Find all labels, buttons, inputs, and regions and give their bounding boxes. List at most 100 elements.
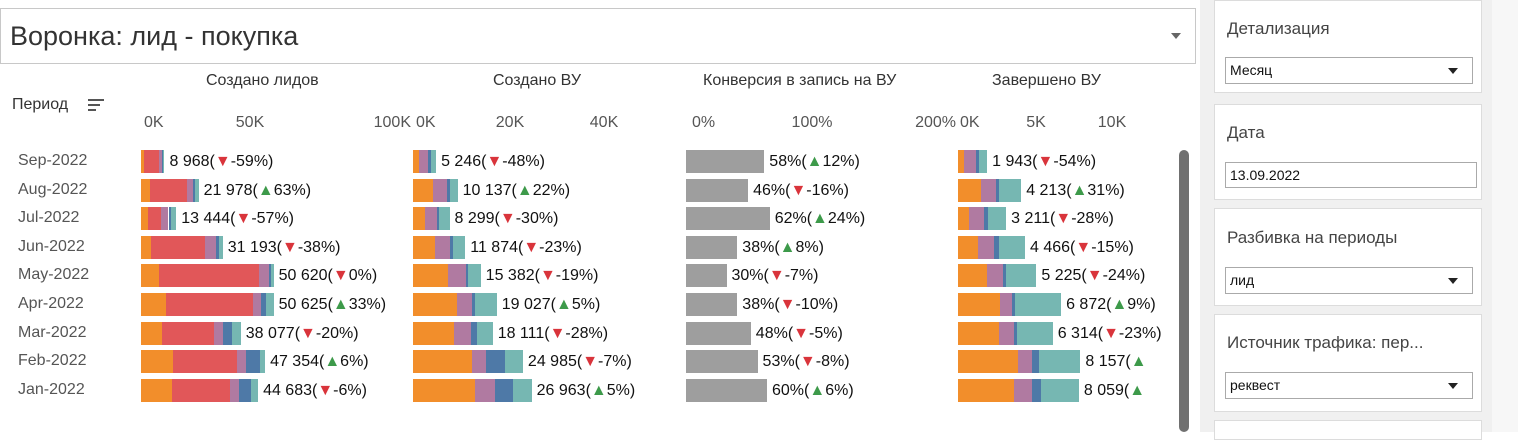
bar-segment[interactable] — [251, 378, 259, 402]
bar-segment[interactable] — [453, 321, 471, 345]
bar-segment[interactable] — [983, 207, 988, 231]
bar-segment[interactable] — [141, 207, 148, 231]
bar-segment[interactable] — [1013, 378, 1032, 402]
bar-segment[interactable] — [413, 235, 435, 259]
bar-segment[interactable] — [450, 235, 453, 259]
bar-segment[interactable] — [686, 350, 758, 374]
bar-segment[interactable] — [260, 293, 267, 316]
bar-segment[interactable] — [1015, 293, 1062, 316]
bar-segment[interactable] — [173, 350, 238, 374]
bar-segment[interactable] — [141, 235, 152, 259]
bar-segment[interactable] — [998, 235, 1025, 259]
bar-segment[interactable] — [495, 378, 513, 402]
bar-segment[interactable] — [161, 150, 163, 173]
bar-segment[interactable] — [452, 235, 466, 259]
bar-segment[interactable] — [239, 378, 252, 402]
bar-segment[interactable] — [994, 235, 999, 259]
bar-segment[interactable] — [686, 293, 738, 316]
bar-segment[interactable] — [252, 293, 261, 316]
bar-segment[interactable] — [986, 264, 1003, 288]
bar-segment[interactable] — [505, 350, 523, 374]
bar-segment[interactable] — [232, 321, 241, 345]
bar-segment[interactable] — [1013, 321, 1017, 345]
bar-segment[interactable] — [686, 378, 767, 402]
bar-segment[interactable] — [979, 150, 988, 173]
bar-segment[interactable] — [158, 150, 162, 173]
sort-lines-icon[interactable] — [88, 99, 104, 113]
bar-segment[interactable] — [141, 350, 174, 374]
bar-segment[interactable] — [438, 207, 450, 231]
bar-segment[interactable] — [413, 207, 425, 231]
bar-segment[interactable] — [686, 150, 765, 173]
bar-segment[interactable] — [428, 150, 431, 173]
bar-segment[interactable] — [215, 235, 219, 259]
bar-segment[interactable] — [1039, 350, 1081, 374]
bar-segment[interactable] — [977, 235, 994, 259]
bar-segment[interactable] — [1006, 264, 1037, 288]
bar-segment[interactable] — [474, 293, 497, 316]
bar-segment[interactable] — [686, 264, 727, 288]
bar-segment[interactable] — [998, 178, 1022, 202]
bar-segment[interactable] — [958, 293, 1000, 316]
bar-segment[interactable] — [413, 293, 457, 316]
bar-segment[interactable] — [449, 178, 458, 202]
bar-segment[interactable] — [141, 178, 151, 202]
bar-segment[interactable] — [470, 321, 478, 345]
bar-segment[interactable] — [1040, 378, 1079, 402]
bar-segment[interactable] — [170, 207, 177, 231]
bar-segment[interactable] — [223, 321, 233, 345]
bar-segment[interactable] — [1018, 350, 1032, 374]
bar-segment[interactable] — [958, 350, 1018, 374]
bar-segment[interactable] — [686, 321, 751, 345]
bar-segment[interactable] — [413, 378, 475, 402]
bar-segment[interactable] — [471, 350, 486, 374]
bar-segment[interactable] — [172, 378, 231, 402]
bar-segment[interactable] — [230, 378, 240, 402]
bar-segment[interactable] — [246, 350, 260, 374]
bar-segment[interactable] — [270, 264, 274, 288]
detail-select[interactable]: Месяц — [1225, 57, 1473, 84]
bar-segment[interactable] — [159, 264, 259, 288]
bar-segment[interactable] — [686, 235, 738, 259]
bar-segment[interactable] — [448, 264, 466, 288]
bar-segment[interactable] — [141, 150, 144, 173]
bar-segment[interactable] — [269, 264, 271, 288]
bar-segment[interactable] — [1000, 293, 1012, 316]
bar-segment[interactable] — [958, 321, 999, 345]
bar-segment[interactable] — [143, 150, 159, 173]
bar-segment[interactable] — [998, 321, 1014, 345]
bar-segment[interactable] — [995, 178, 999, 202]
bar-segment[interactable] — [195, 178, 199, 202]
bar-segment[interactable] — [1031, 378, 1041, 402]
bar-segment[interactable] — [457, 293, 473, 316]
bar-segment[interactable] — [686, 178, 749, 202]
bar-segment[interactable] — [259, 350, 266, 374]
bar-segment[interactable] — [467, 264, 481, 288]
bar-segment[interactable] — [413, 264, 449, 288]
bar-segment[interactable] — [413, 321, 454, 345]
bar-segment[interactable] — [413, 150, 419, 173]
bar-segment[interactable] — [141, 264, 160, 288]
bar-segment[interactable] — [477, 321, 493, 345]
bar-segment[interactable] — [168, 207, 171, 231]
bar-segment[interactable] — [205, 235, 216, 259]
bar-segment[interactable] — [958, 207, 969, 231]
bar-segment[interactable] — [186, 178, 194, 202]
vertical-scrollbar[interactable] — [1179, 150, 1189, 432]
bar-segment[interactable] — [958, 378, 1014, 402]
bar-segment[interactable] — [430, 150, 437, 173]
bar-segment[interactable] — [465, 264, 468, 288]
bar-segment[interactable] — [435, 235, 451, 259]
bar-segment[interactable] — [1016, 321, 1053, 345]
bar-segment[interactable] — [1003, 264, 1006, 288]
bar-segment[interactable] — [413, 178, 433, 202]
bar-segment[interactable] — [472, 293, 475, 316]
bar-segment[interactable] — [474, 378, 496, 402]
bar-segment[interactable] — [436, 207, 439, 231]
bar-segment[interactable] — [141, 321, 162, 345]
title-selector[interactable]: Воронка: лид - покупка — [0, 8, 1196, 64]
bar-segment[interactable] — [150, 178, 187, 202]
bar-segment[interactable] — [988, 207, 1007, 231]
bar-segment[interactable] — [958, 178, 981, 202]
source-select[interactable]: реквест — [1225, 372, 1473, 399]
